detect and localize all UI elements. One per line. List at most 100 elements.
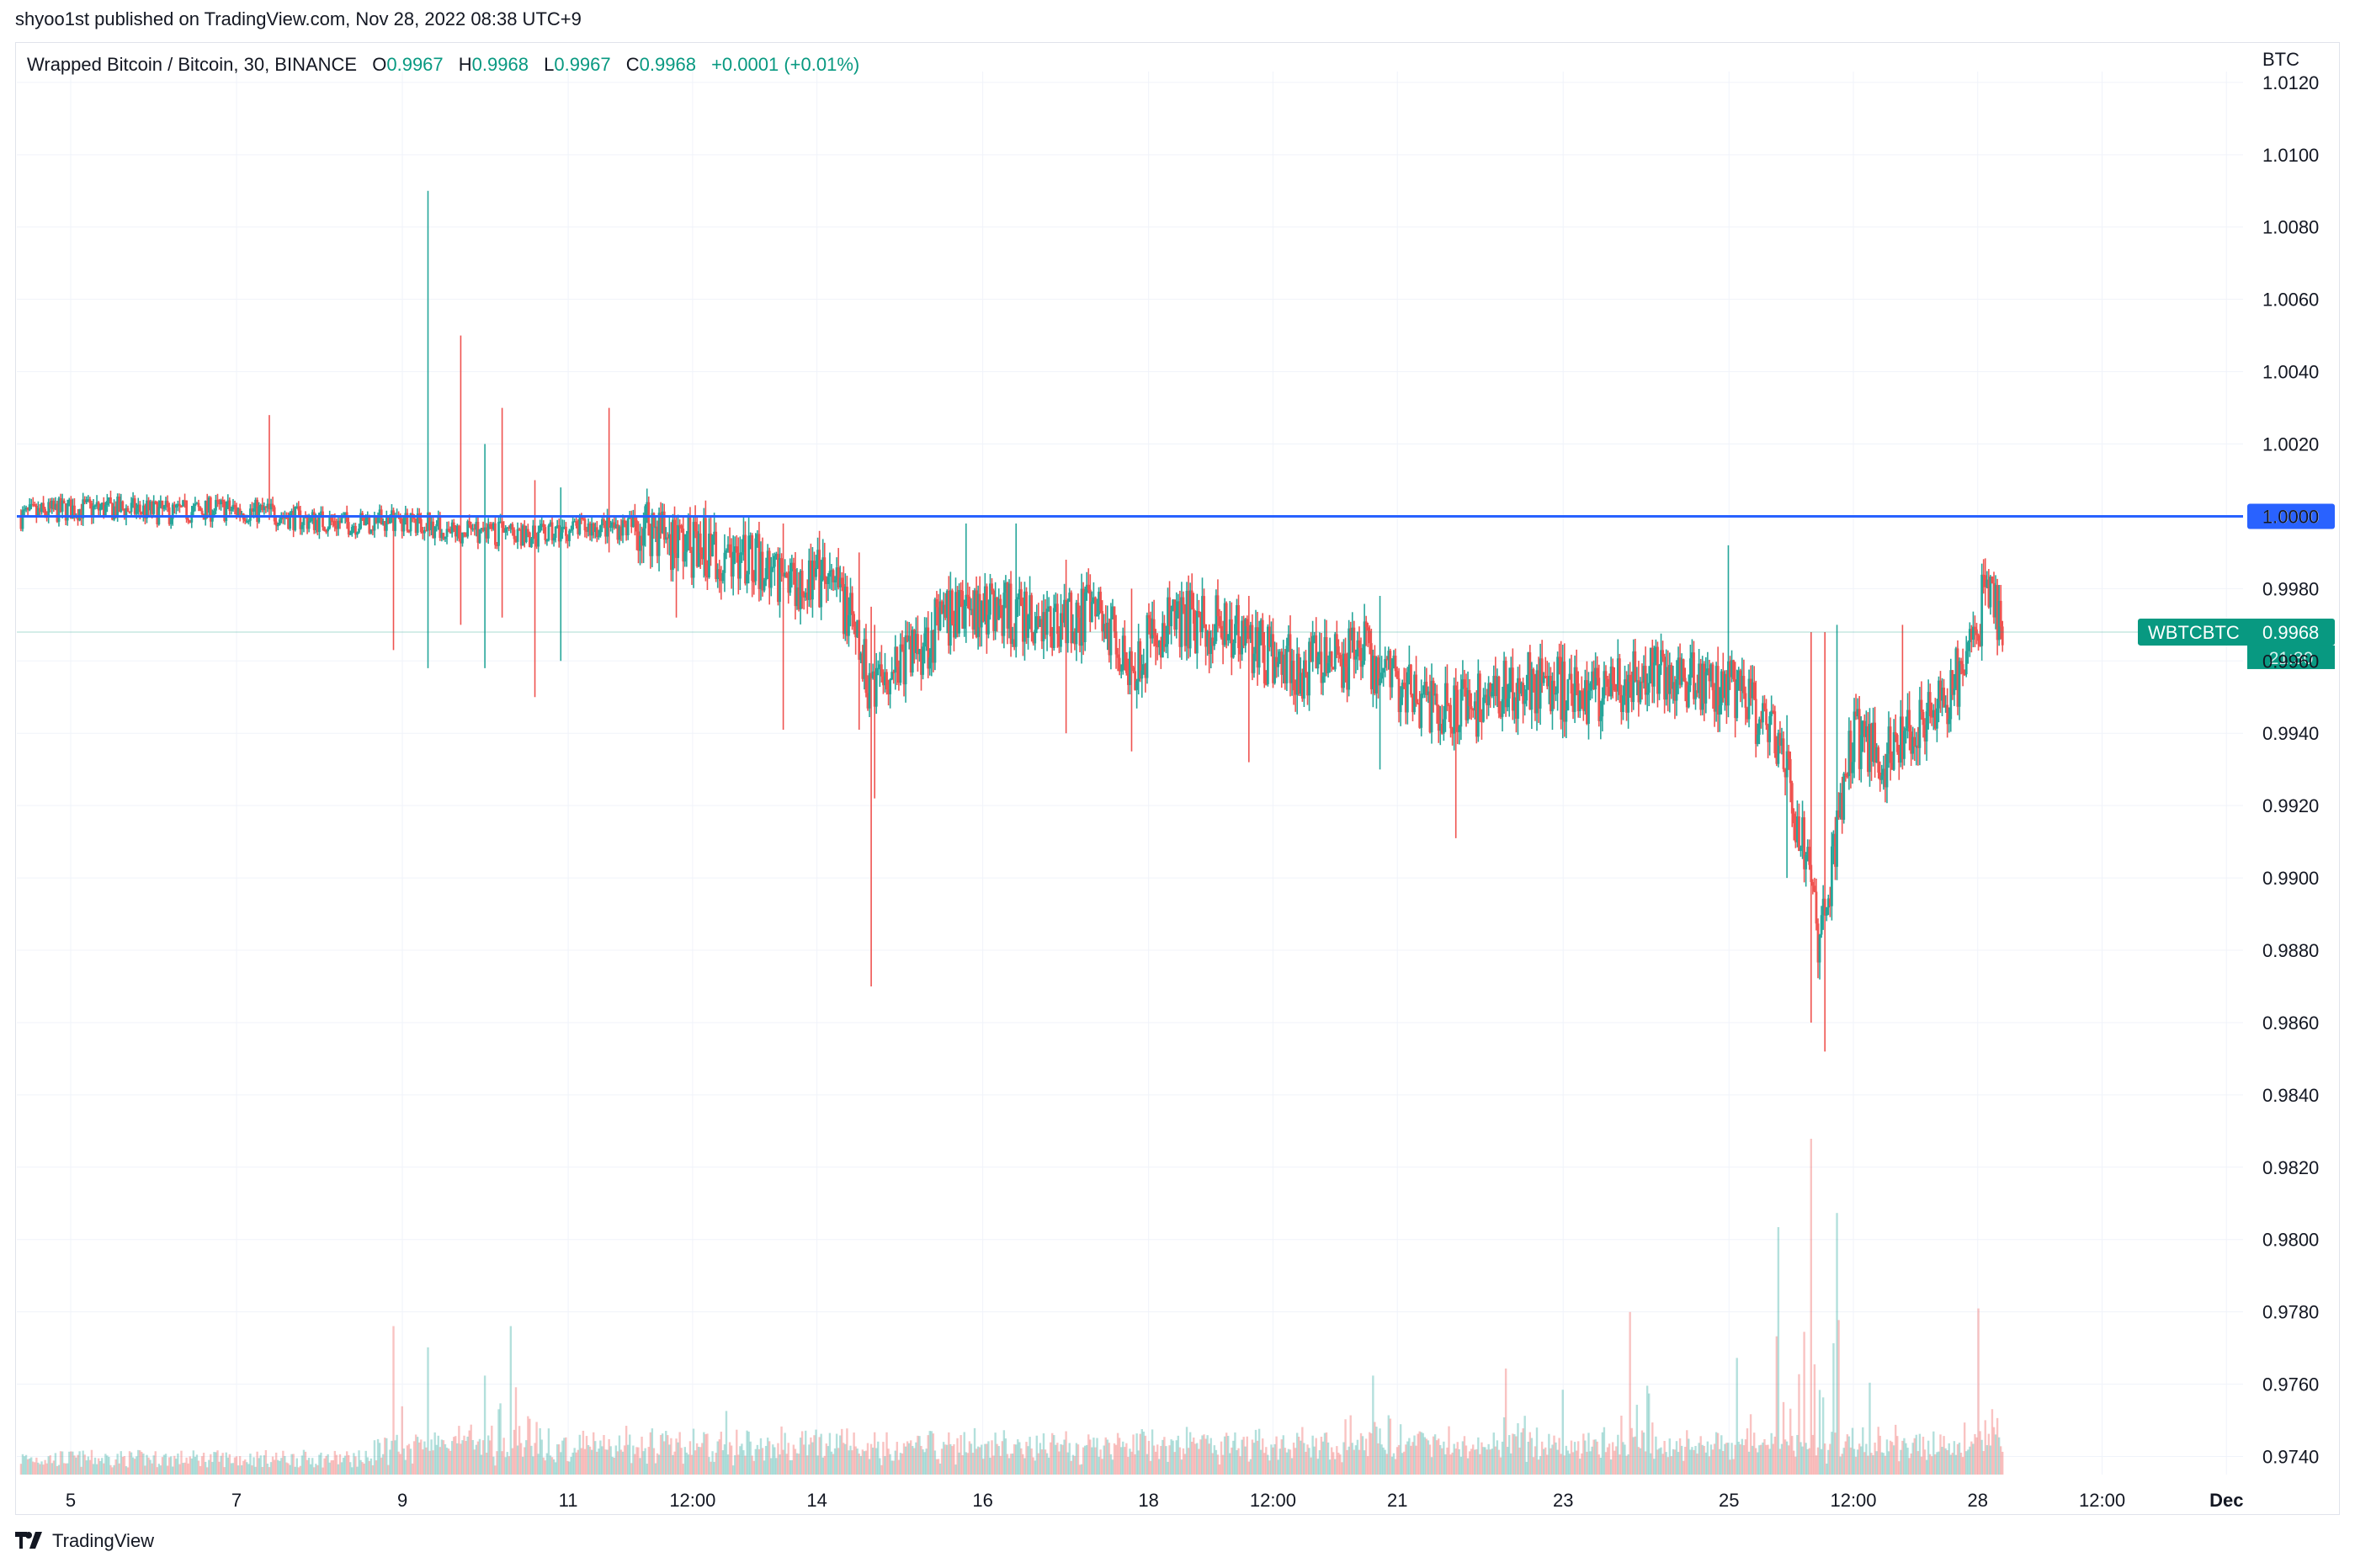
candle-body[interactable] <box>1411 694 1414 713</box>
candle-body[interactable] <box>1555 693 1557 695</box>
candle-body[interactable] <box>537 531 540 547</box>
price-axis[interactable]: 1.01201.01001.00801.00601.00401.00201.00… <box>2262 49 2319 1468</box>
candle-body[interactable] <box>437 516 440 524</box>
candle-body[interactable] <box>1499 713 1502 717</box>
candle-body[interactable] <box>1407 664 1411 672</box>
candle-body[interactable] <box>71 505 74 519</box>
candle-body[interactable] <box>1551 680 1554 712</box>
candle-body[interactable] <box>1836 810 1838 867</box>
candle-body[interactable] <box>1170 610 1173 627</box>
candle-body[interactable] <box>1294 690 1297 695</box>
candle-body[interactable] <box>159 500 162 508</box>
candle-body[interactable] <box>1573 667 1576 712</box>
candle-body[interactable] <box>1652 662 1656 687</box>
candle-body[interactable] <box>1622 695 1624 712</box>
candle-body[interactable] <box>271 503 274 508</box>
candle-body[interactable] <box>1359 647 1363 667</box>
candle-body[interactable] <box>35 505 38 516</box>
candle-body[interactable] <box>933 599 937 663</box>
candle-body[interactable] <box>1004 582 1007 593</box>
candle-body[interactable] <box>419 518 423 533</box>
candle-body[interactable] <box>1045 609 1049 635</box>
candle-body[interactable] <box>1435 694 1438 706</box>
candle-body[interactable] <box>194 503 197 507</box>
candle-body[interactable] <box>1665 667 1668 700</box>
candle-body[interactable] <box>1518 678 1521 694</box>
candle-body[interactable] <box>1798 816 1800 852</box>
candle-body[interactable] <box>530 538 533 548</box>
candle-body[interactable] <box>1818 934 1821 963</box>
candle-body[interactable] <box>1727 661 1730 706</box>
candle-body[interactable] <box>880 664 883 677</box>
candle-body[interactable] <box>838 577 842 587</box>
candle-body[interactable] <box>774 554 778 556</box>
candle-body[interactable] <box>1016 597 1019 600</box>
candle-body[interactable] <box>1218 616 1221 626</box>
candle-body[interactable] <box>514 539 518 542</box>
candle-body[interactable] <box>1922 711 1925 726</box>
candle-body[interactable] <box>1211 637 1215 646</box>
candle-body[interactable] <box>1742 676 1746 694</box>
candle-body[interactable] <box>1708 668 1711 682</box>
candle-body[interactable] <box>1190 590 1193 609</box>
candle-body[interactable] <box>432 521 435 539</box>
candle-body[interactable] <box>162 506 166 509</box>
candle-body[interactable] <box>1885 753 1889 788</box>
candle-body[interactable] <box>1101 611 1104 632</box>
candle-body[interactable] <box>1371 656 1374 689</box>
candle-body[interactable] <box>1198 611 1200 613</box>
candle-body[interactable] <box>1645 693 1649 695</box>
candle-body[interactable] <box>566 535 569 541</box>
candle-body[interactable] <box>1244 619 1247 646</box>
candle-body[interactable] <box>635 520 638 532</box>
candle-body[interactable] <box>735 546 738 553</box>
candle-body[interactable] <box>1228 619 1231 635</box>
candle-body[interactable] <box>723 552 726 573</box>
candle-body[interactable] <box>1877 747 1880 773</box>
candle-body[interactable] <box>904 635 907 685</box>
candle-body[interactable] <box>742 534 745 553</box>
candle-body[interactable] <box>1206 630 1209 647</box>
candle-body[interactable] <box>1123 635 1126 653</box>
candle-body[interactable] <box>21 510 24 529</box>
candle-body[interactable] <box>1066 601 1070 644</box>
candle-body[interactable] <box>178 503 181 507</box>
candle-body[interactable] <box>1385 658 1389 661</box>
candle-body[interactable] <box>1063 599 1066 623</box>
candle-body[interactable] <box>287 518 290 529</box>
candle-body[interactable] <box>1870 724 1873 762</box>
candle-body[interactable] <box>1282 654 1285 675</box>
candle-body[interactable] <box>1571 694 1575 712</box>
candle-body[interactable] <box>136 504 140 509</box>
candle-body[interactable] <box>501 521 504 529</box>
candle-body[interactable] <box>185 500 189 519</box>
candle-body[interactable] <box>552 537 556 541</box>
candle-body[interactable] <box>121 501 125 509</box>
candle-body[interactable] <box>1732 660 1735 679</box>
candle-body[interactable] <box>204 501 207 520</box>
candle-body[interactable] <box>233 504 237 508</box>
candle-body[interactable] <box>690 550 694 578</box>
candle-body[interactable] <box>82 499 85 518</box>
candle-body[interactable] <box>1080 588 1083 646</box>
candle-body[interactable] <box>1118 657 1121 672</box>
candle-body[interactable] <box>61 500 64 512</box>
candle-body[interactable] <box>608 515 611 528</box>
candle-body[interactable] <box>104 505 107 517</box>
candle-body[interactable] <box>490 526 493 529</box>
candle-body[interactable] <box>1071 631 1075 644</box>
candle-body[interactable] <box>521 525 524 546</box>
candle-body[interactable] <box>1075 603 1078 645</box>
candle-body[interactable] <box>1680 659 1683 685</box>
candle-body[interactable] <box>1106 622 1109 639</box>
candle-body[interactable] <box>1544 676 1547 678</box>
candle-body[interactable] <box>1225 603 1228 640</box>
candle-body[interactable] <box>261 505 264 511</box>
candle-body[interactable] <box>161 500 164 509</box>
candle-body[interactable] <box>1842 773 1846 820</box>
candle-body[interactable] <box>509 524 513 529</box>
candle-body[interactable] <box>1502 660 1506 699</box>
candle-body[interactable] <box>966 594 970 597</box>
candle-body[interactable] <box>800 571 804 597</box>
candle-body[interactable] <box>226 500 230 508</box>
